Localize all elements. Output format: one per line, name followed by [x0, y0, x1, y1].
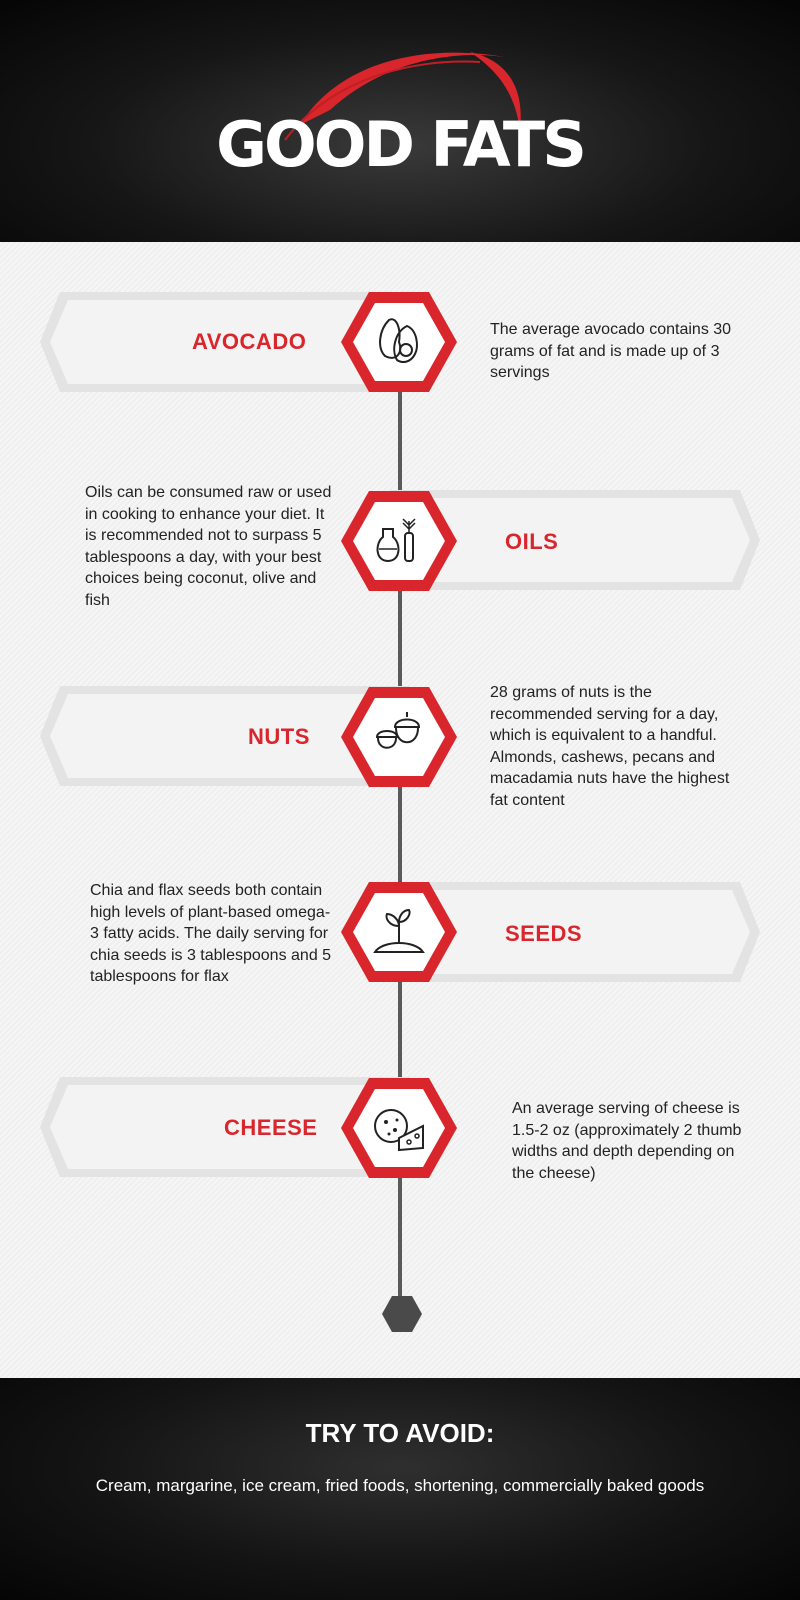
item-label-nuts: NUTS — [248, 724, 310, 749]
item-label-cheese: CHEESE — [224, 1115, 318, 1140]
header: GOOD FATS — [0, 0, 800, 242]
avoid-title: TRY TO AVOID: — [305, 1418, 495, 1448]
oil-bottles-icon — [341, 491, 457, 591]
banner-nuts — [40, 686, 410, 786]
page-title: GOOD FATS — [216, 108, 587, 181]
item-description-oils: Oils can be consumed raw or used in cook… — [85, 484, 332, 609]
item-description-cheese: An average serving of cheese is 1.5-2 oz… — [512, 1100, 742, 1182]
acorn-nuts-icon — [341, 687, 457, 787]
item-description-avocado: The average avocado contains 30 grams of… — [490, 321, 732, 381]
timeline-line — [398, 390, 402, 1310]
item-label-seeds: SEEDS — [505, 921, 583, 946]
red-swoosh-logo — [284, 52, 521, 141]
banner-seeds — [390, 882, 760, 982]
timeline-end-hexagon — [382, 1296, 422, 1332]
item-label-avocado: AVOCADO — [192, 329, 307, 354]
cheese-icon — [341, 1078, 457, 1178]
avoid-list: Cream, margarine, ice cream, fried foods… — [95, 1476, 705, 1495]
footer: TRY TO AVOID: Cream, margarine, ice crea… — [0, 1378, 800, 1600]
item-description-seeds: Chia and flax seeds both contain high le… — [90, 882, 332, 985]
item-label-oils: OILS — [505, 529, 559, 554]
banner-oils — [390, 490, 760, 590]
avocado-icon — [341, 292, 457, 392]
banner-avocado — [40, 292, 410, 392]
banner-cheese — [40, 1077, 410, 1177]
item-description-nuts: 28 grams of nuts is the recommended serv… — [490, 684, 730, 809]
sprouting-seed-icon — [341, 882, 457, 982]
